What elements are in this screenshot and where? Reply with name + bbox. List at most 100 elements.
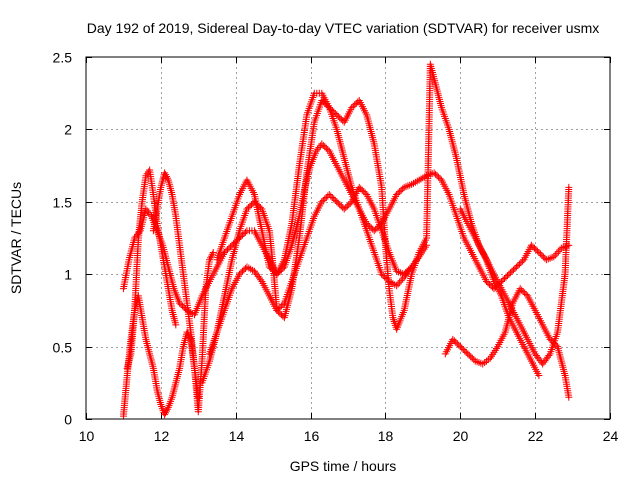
interp-point — [207, 252, 215, 260]
interp-point — [274, 305, 282, 313]
interp-point — [500, 275, 508, 283]
data-point — [516, 285, 524, 293]
x-tick-label: 22 — [528, 428, 544, 444]
interp-point — [240, 230, 248, 238]
interp-point — [529, 243, 537, 251]
interp-point — [319, 196, 327, 204]
interp-point — [453, 340, 461, 348]
interp-point — [506, 269, 514, 277]
interp-point — [322, 193, 330, 201]
data-point — [220, 248, 228, 256]
y-tick-label: 1 — [64, 267, 72, 283]
interp-point — [328, 107, 336, 115]
interp-point — [432, 170, 440, 178]
series-track-4 — [149, 169, 217, 416]
data-point — [265, 263, 273, 271]
interp-point — [366, 222, 374, 230]
y-tick-label: 1.5 — [53, 195, 73, 211]
interp-point — [162, 407, 170, 415]
interp-point — [246, 202, 254, 210]
interp-point — [455, 341, 463, 349]
interp-point — [367, 224, 375, 232]
interp-point — [467, 353, 475, 361]
interp-point — [240, 266, 248, 274]
interp-point — [314, 145, 322, 153]
interp-point — [327, 105, 335, 113]
interp-point — [331, 196, 339, 204]
data-point — [363, 220, 371, 228]
interp-point — [276, 304, 284, 312]
data-point — [161, 169, 169, 177]
interp-point — [450, 337, 458, 345]
interp-point — [533, 247, 541, 255]
x-tick-label: 24 — [603, 428, 619, 444]
interp-point — [315, 144, 323, 151]
interp-point — [336, 201, 344, 209]
x-tick-label: 20 — [453, 428, 469, 444]
data-point — [318, 198, 326, 206]
x-tick-label: 10 — [79, 428, 95, 444]
data-point — [423, 241, 431, 249]
interp-point — [179, 302, 187, 310]
interp-point — [396, 278, 404, 286]
interp-point — [519, 288, 527, 296]
interp-point — [394, 280, 402, 288]
interp-point — [436, 175, 444, 183]
interp-point — [405, 266, 413, 274]
interp-point — [241, 228, 249, 236]
series-track-9 — [456, 183, 573, 368]
interp-point — [244, 204, 252, 212]
data-point — [235, 270, 243, 278]
interp-point — [462, 348, 470, 356]
interp-point — [206, 254, 214, 262]
data-point — [355, 183, 363, 191]
interp-point — [337, 115, 345, 123]
data-point — [393, 191, 401, 199]
data-point — [378, 270, 386, 278]
series-track-8 — [441, 285, 573, 401]
data-point — [393, 282, 401, 290]
interp-point — [267, 264, 275, 272]
x-tick-label: 12 — [154, 428, 170, 444]
interp-point — [268, 266, 276, 274]
data-point — [176, 299, 184, 307]
chart-title: Day 192 of 2019, Sidereal Day-to-day VTE… — [87, 20, 600, 36]
interp-point — [345, 201, 353, 209]
interp-point — [321, 195, 329, 203]
data-point — [565, 183, 573, 191]
interp-point — [342, 204, 350, 212]
interp-point — [397, 277, 405, 285]
interp-point — [394, 189, 402, 197]
interp-point — [322, 144, 330, 152]
x-axis-label: GPS time / hours — [290, 458, 397, 474]
data-point — [482, 277, 490, 285]
data-point — [535, 248, 543, 256]
interp-point — [372, 225, 380, 233]
data-point — [318, 140, 326, 148]
data-point — [206, 256, 214, 264]
interp-point — [357, 185, 365, 193]
interp-point — [373, 224, 381, 232]
interp-point — [532, 246, 540, 254]
interp-point — [465, 351, 473, 359]
interp-point — [539, 253, 547, 261]
interp-point — [461, 347, 469, 355]
interp-point — [522, 290, 530, 298]
data-point — [333, 111, 341, 119]
interp-point — [515, 260, 523, 268]
interp-point — [226, 243, 234, 251]
interp-point — [328, 193, 336, 201]
interp-point — [484, 279, 492, 287]
interp-point — [517, 259, 525, 267]
interp-point — [162, 171, 170, 179]
marks-layer — [119, 60, 573, 420]
interp-point — [396, 188, 404, 196]
interp-point — [554, 248, 562, 256]
interp-point — [163, 174, 171, 182]
interp-point — [403, 267, 411, 275]
interp-point — [257, 276, 265, 284]
data-point — [400, 270, 408, 278]
interp-point — [163, 405, 171, 413]
